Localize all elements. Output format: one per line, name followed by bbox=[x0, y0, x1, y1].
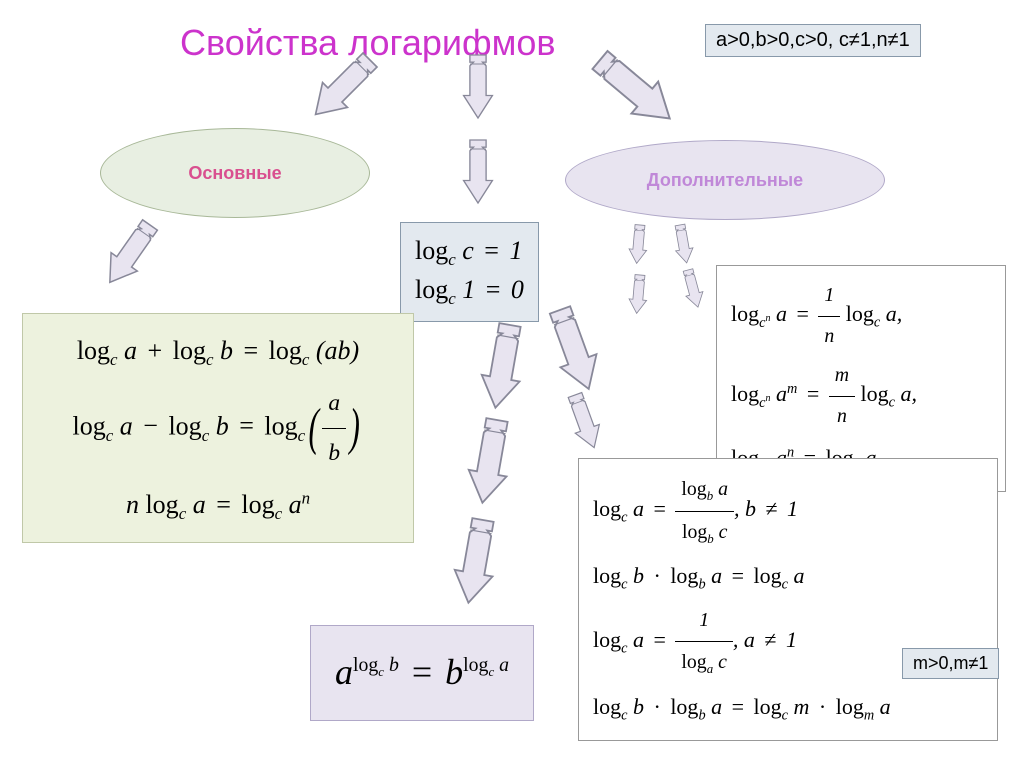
box-main: logc a + logc b = logc (ab) logc a − log… bbox=[22, 313, 414, 543]
ellipse-main: Основные bbox=[100, 128, 370, 218]
arrow-to-bottom-center-2 bbox=[464, 417, 516, 506]
conditions-top: a>0,b>0,c>0, c≠1,n≠1 bbox=[705, 24, 921, 57]
br-line-2: logc b · logb a = logc a bbox=[593, 553, 983, 599]
main-line-2: logc a − logc b = logc(ab) bbox=[37, 379, 399, 478]
conditions-bottom: m>0,m≠1 bbox=[902, 648, 999, 679]
ellipse-additional: Дополнительные bbox=[565, 140, 885, 220]
arrow-to-bottom-center-3 bbox=[450, 517, 502, 606]
center-line-1: logc c = 1 bbox=[415, 233, 524, 272]
arrow-to-bottom-right bbox=[542, 303, 607, 395]
arrow-add-3 bbox=[671, 223, 695, 264]
arrow-title-to-center-1 bbox=[464, 55, 493, 118]
ellipse-additional-label: Дополнительные bbox=[647, 170, 803, 191]
arrow-title-to-center-2 bbox=[464, 140, 493, 203]
box-center: logc c = 1 logc 1 = 0 bbox=[400, 222, 539, 322]
tr-line-2: logcn am = mn logc a, bbox=[731, 356, 991, 436]
br-line-1: logc a = logb alogb c, b ≠ 1 bbox=[593, 469, 983, 553]
arrow-add-4 bbox=[679, 268, 706, 310]
page-title: Свойства логарифмов bbox=[180, 22, 556, 64]
arrow-add-1 bbox=[628, 224, 649, 264]
bottom-center-formula: alogc b = blogc a bbox=[335, 652, 509, 692]
box-bottom-right: logc a = logb alogb c, b ≠ 1 logc b · lo… bbox=[578, 458, 998, 741]
br-line-4: logc b · logb a = logc m · logm a bbox=[593, 684, 983, 730]
arrow-add-2 bbox=[628, 274, 649, 314]
main-line-1: logc a + logc b = logc (ab) bbox=[37, 324, 399, 379]
center-line-2: logc 1 = 0 bbox=[415, 272, 524, 311]
arrow-main-to-box bbox=[97, 216, 163, 292]
box-bottom-center: alogc b = blogc a bbox=[310, 625, 534, 721]
main-line-3: n logc a = logc an bbox=[37, 478, 399, 533]
arrow-to-bottom-center-1 bbox=[477, 322, 529, 411]
tr-line-1: logcn a = 1n logc a, bbox=[731, 276, 991, 356]
ellipse-main-label: Основные bbox=[188, 163, 281, 184]
arrow-title-to-additional bbox=[587, 44, 683, 134]
arrow-to-bottom-right-2 bbox=[563, 391, 606, 452]
